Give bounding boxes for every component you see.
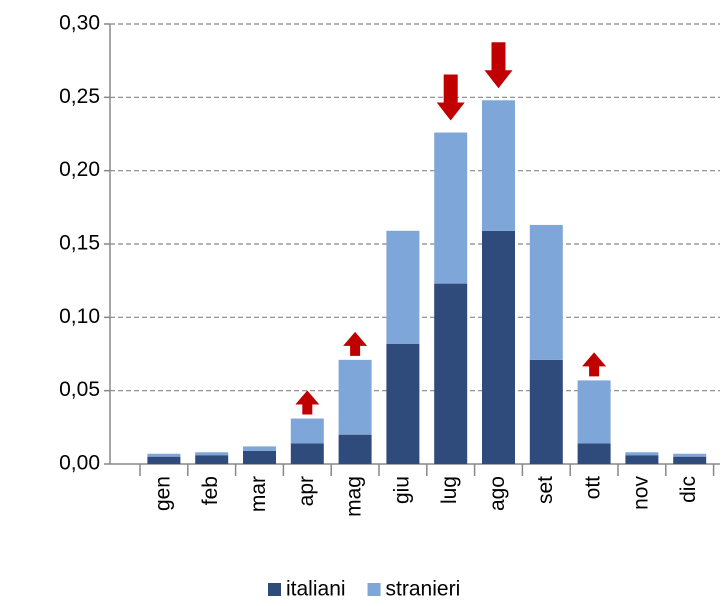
- y-tick-label: 0,30: [59, 12, 100, 35]
- bar-segment: [338, 359, 372, 435]
- legend-label: stranieri: [386, 578, 461, 601]
- x-tick-label: giu: [390, 476, 413, 504]
- bar-segment: [290, 418, 324, 444]
- x-tick-label: ago: [486, 476, 509, 511]
- x-tick-label: dic: [677, 476, 700, 503]
- y-tick-label: 0,05: [59, 378, 100, 401]
- x-tick-label: feb: [199, 476, 222, 505]
- legend-swatch: [268, 583, 281, 596]
- bar-segment: [195, 455, 229, 464]
- bar-segment: [147, 453, 181, 457]
- x-tick-label: ott: [582, 476, 605, 500]
- bar-segment: [577, 443, 611, 464]
- x-tick-label: mar: [247, 476, 270, 512]
- x-tick-label: mag: [343, 476, 366, 517]
- arrow-up: [295, 390, 320, 415]
- legend-label: italiani: [286, 578, 346, 601]
- bar-segment: [434, 132, 468, 284]
- bar-segment: [673, 453, 707, 457]
- bar-segment: [195, 452, 229, 456]
- arrow-down: [436, 74, 465, 121]
- x-tick-label: nov: [629, 476, 652, 510]
- y-tick-label: 0,25: [59, 85, 100, 108]
- bar-segment: [673, 456, 707, 464]
- bar-segment: [386, 343, 420, 464]
- bar-segment: [482, 100, 515, 231]
- x-tick-label: gen: [151, 476, 174, 511]
- bar-segment: [625, 455, 659, 464]
- y-tick-label: 0,20: [59, 158, 100, 181]
- bar-segment: [482, 230, 515, 464]
- arrow-down: [484, 42, 513, 89]
- bar-segment: [243, 446, 276, 451]
- bar-segment: [529, 224, 563, 360]
- arrow-up: [343, 331, 368, 356]
- x-tick-label: lug: [438, 476, 461, 504]
- bar-segment: [243, 450, 276, 464]
- bar-segment: [290, 443, 324, 464]
- bar-segment: [577, 380, 611, 444]
- arrow-up: [582, 352, 607, 377]
- y-tick-label: 0,00: [59, 452, 100, 475]
- bar-segment: [625, 452, 659, 456]
- x-tick-label: set: [534, 476, 557, 504]
- x-tick-label: apr: [295, 476, 318, 506]
- bar-segment: [147, 456, 181, 464]
- y-tick-label: 0,15: [59, 232, 100, 255]
- legend-swatch: [367, 583, 381, 596]
- bar-segment: [434, 283, 468, 464]
- bar-segment: [338, 434, 372, 464]
- bar-segment: [529, 359, 563, 464]
- y-tick-label: 0,10: [59, 305, 100, 328]
- bar-segment: [386, 230, 420, 344]
